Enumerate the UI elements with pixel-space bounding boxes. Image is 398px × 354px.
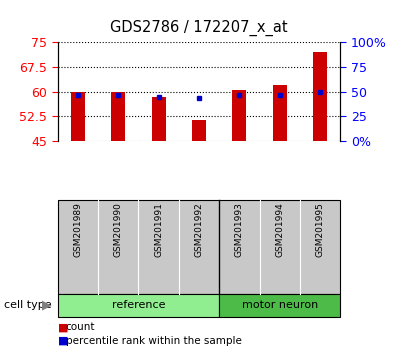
Bar	[232, 90, 246, 141]
Bar	[152, 97, 166, 141]
Text: motor neuron: motor neuron	[242, 300, 318, 310]
Bar	[111, 92, 125, 141]
Text: percentile rank within the sample: percentile rank within the sample	[66, 336, 242, 346]
Bar	[273, 85, 287, 141]
Text: ■: ■	[58, 336, 68, 346]
Text: count: count	[66, 322, 95, 332]
Text: GSM201995: GSM201995	[316, 202, 325, 257]
Text: GSM201994: GSM201994	[275, 202, 284, 257]
Text: reference: reference	[112, 300, 165, 310]
Text: GSM201990: GSM201990	[114, 202, 123, 257]
Text: GSM201991: GSM201991	[154, 202, 163, 257]
Text: cell type: cell type	[4, 300, 52, 310]
Text: ■: ■	[58, 322, 68, 332]
Bar	[71, 92, 85, 141]
Text: GSM201992: GSM201992	[195, 202, 203, 257]
Text: ▶: ▶	[42, 299, 52, 312]
Text: GDS2786 / 172207_x_at: GDS2786 / 172207_x_at	[110, 19, 288, 36]
Text: GSM201989: GSM201989	[73, 202, 82, 257]
Bar	[192, 120, 206, 141]
Text: GSM201993: GSM201993	[235, 202, 244, 257]
Bar	[313, 52, 327, 141]
